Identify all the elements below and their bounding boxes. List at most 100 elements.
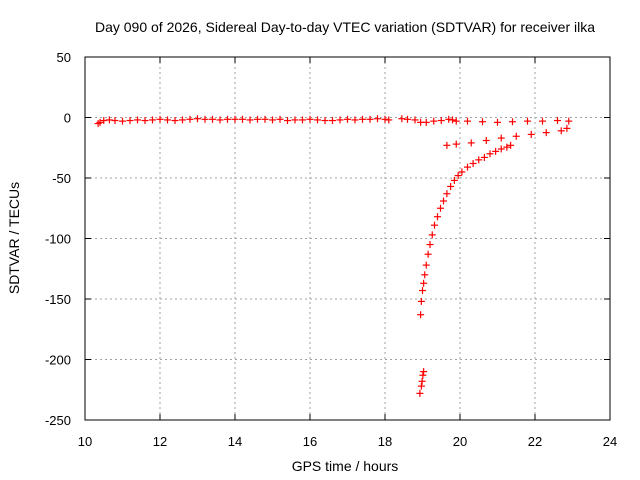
data-point [563,124,571,132]
data-point [201,115,209,123]
x-axis-title: GPS time / hours [292,458,399,474]
data-point [261,115,269,123]
data-point [422,118,430,126]
data-point [186,115,194,123]
data-point [418,377,426,385]
data-point [164,116,171,124]
data-point [216,116,224,124]
data-point [469,159,477,167]
data-point [437,204,444,212]
data-point [447,182,455,190]
data-point [539,117,546,125]
data-point [431,221,438,229]
data-point [467,139,475,147]
data-point [254,115,261,123]
data-point [509,118,516,126]
data-point [381,115,389,123]
grid-lines [85,57,610,420]
data-point [422,261,430,269]
data-point [430,117,438,125]
data-point [450,176,458,184]
data-point [411,116,419,124]
x-tick-label: 22 [528,434,542,449]
x-tick-label: 20 [453,434,467,449]
data-point [417,382,425,390]
y-tick-label: -200 [45,353,71,368]
data-point [428,231,436,239]
data-point [440,197,447,205]
y-tick-label: 50 [57,50,71,65]
data-point [464,117,471,125]
data-point [321,117,329,125]
data-point [194,115,201,123]
data-point [497,134,505,142]
data-point [557,127,565,135]
data-point [246,116,254,124]
data-point [445,115,453,123]
data-point [398,115,406,123]
x-tick-label: 14 [228,434,242,449]
data-point [276,115,284,123]
data-point [419,287,426,295]
data-point [452,117,460,125]
data-point [171,117,179,125]
y-tick-label: 0 [64,111,71,126]
data-point [374,115,381,123]
data-point [126,117,134,125]
chart-title: Day 090 of 2026, Sidereal Day-to-day VTE… [95,19,595,35]
data-point [417,297,425,305]
data-point [419,371,427,379]
data-point [554,117,561,125]
data-point [420,279,428,287]
data-point [156,115,164,123]
x-tick-labels: 10 12 14 16 18 20 22 24 [78,434,617,449]
data-point [134,116,141,124]
x-tick-label: 18 [378,434,392,449]
data-point [179,116,186,124]
data-point [239,115,246,123]
x-tick-label: 10 [78,434,92,449]
data-point [452,140,460,148]
data-point [492,147,500,155]
data-point [458,168,466,176]
data-point [329,117,336,125]
y-tick-label: -250 [45,413,71,428]
plot-frame [84,56,611,421]
data-point [269,116,276,124]
data-point [231,115,239,123]
data-point [105,116,113,124]
data-point [359,115,366,123]
y-tick-label: -100 [45,232,71,247]
data-point [96,118,104,126]
x-tick-label: 16 [303,434,317,449]
data-point [475,156,483,164]
data-point [480,153,488,161]
data-point [284,117,291,125]
data-point [119,117,126,125]
data-point [449,116,456,124]
y-tick-label: -50 [52,171,71,186]
data-point [565,117,573,125]
data-point [336,116,344,124]
data-point [344,115,351,123]
data-point [524,117,531,125]
data-point [417,311,425,319]
data-point [149,116,156,124]
data-point [209,115,216,123]
data-point [486,150,494,158]
data-point [443,141,451,149]
data-point [100,117,108,125]
data-point [494,118,501,126]
x-tick-label: 24 [603,434,617,449]
data-point [542,129,550,137]
data-point [351,116,359,124]
data-point [482,136,490,144]
data-point [420,368,428,376]
data-point [299,116,306,124]
data-point [497,145,505,153]
data-point [141,117,149,125]
data-point [437,117,445,125]
data-point [443,190,451,198]
data-points [94,115,573,397]
